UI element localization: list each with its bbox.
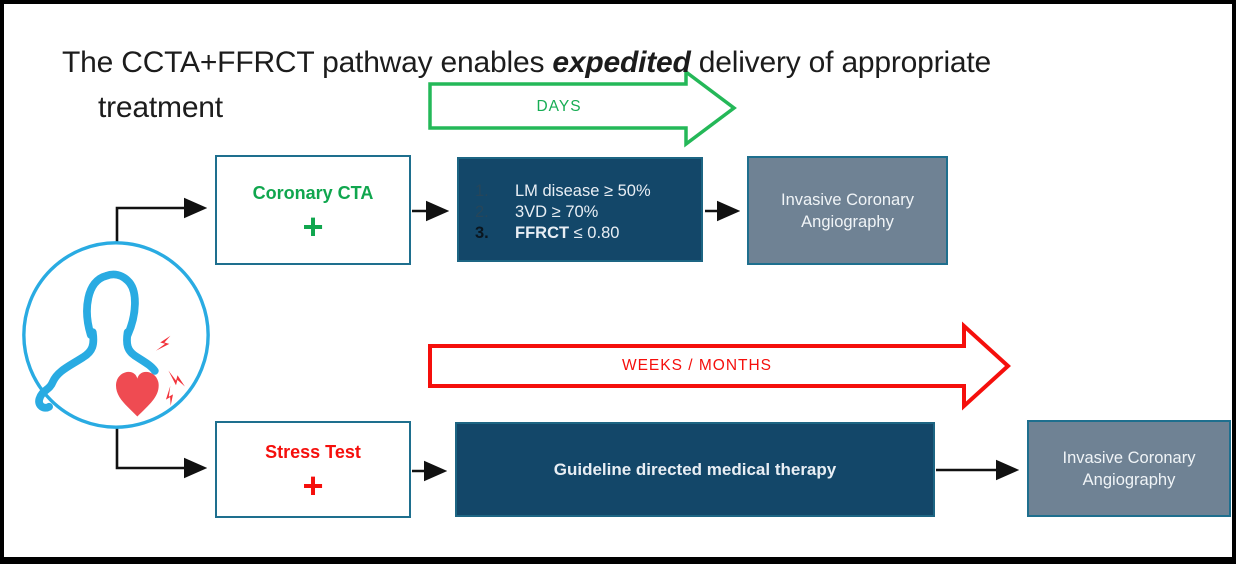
stress-positive-plus-icon: + (302, 465, 324, 506)
patient-circle-icon (22, 241, 210, 429)
weeks-months-label: WEEKS / MONTHS (621, 357, 773, 374)
criteria-text: LM disease ≥ 50% (515, 182, 651, 200)
criteria-box: 1. LM disease ≥ 50% 2. 3VD ≥ 70% 3. FFRC… (457, 157, 703, 262)
title-suffix: delivery of appropriate (690, 46, 992, 79)
gdmt-box: Guideline directed medical therapy (455, 422, 935, 517)
patient-to-cta-connector (115, 197, 208, 242)
coronary-cta-label: Coronary CTA (252, 182, 374, 203)
stress-test-box: Stress Test + (215, 421, 411, 518)
heart-icon (116, 371, 159, 417)
coronary-cta-box: Coronary CTA + (215, 155, 411, 265)
invasive-angiography-label: Invasive Coronary Angiography (781, 190, 914, 231)
weeks-months-timeline-arrow-icon (428, 321, 1011, 411)
title-line2: treatment (98, 91, 223, 124)
person-silhouette-icon (35, 270, 159, 412)
days-label: DAYS (536, 98, 582, 115)
criteria-number: 2. (475, 203, 489, 221)
criteria-number: 3. (475, 224, 489, 242)
gdmt-label: Guideline directed medical therapy (553, 459, 837, 479)
criteria-item: 3. FFRCT ≤ 0.80 (475, 223, 693, 244)
cta-positive-plus-icon: + (302, 205, 324, 247)
criteria-number: 1. (475, 182, 489, 200)
title-emphasis: expedited (552, 46, 691, 79)
criteria-text: 3VD ≥ 70% (515, 203, 599, 221)
page-title: The CCTA+FFRCT pathway enables expedited… (62, 40, 991, 130)
days-timeline-arrow-icon (428, 68, 737, 148)
criteria-item: 1. LM disease ≥ 50% (475, 181, 693, 202)
title-prefix: The CCTA+FFRCT pathway enables (62, 46, 553, 79)
patient-chest-pain-icon (22, 241, 210, 429)
invasive-angiography-label: Invasive Coronary Angiography (1062, 448, 1196, 489)
criteria-item: 2. 3VD ≥ 70% (475, 202, 693, 223)
invasive-angiography-box-top: Invasive Coronary Angiography (747, 156, 948, 265)
patient-to-stress-connector (115, 428, 208, 479)
criteria-text: FFRCT ≤ 0.80 (515, 224, 620, 242)
stress-test-label: Stress Test (265, 442, 361, 462)
invasive-angiography-box-bottom: Invasive Coronary Angiography (1027, 420, 1231, 517)
